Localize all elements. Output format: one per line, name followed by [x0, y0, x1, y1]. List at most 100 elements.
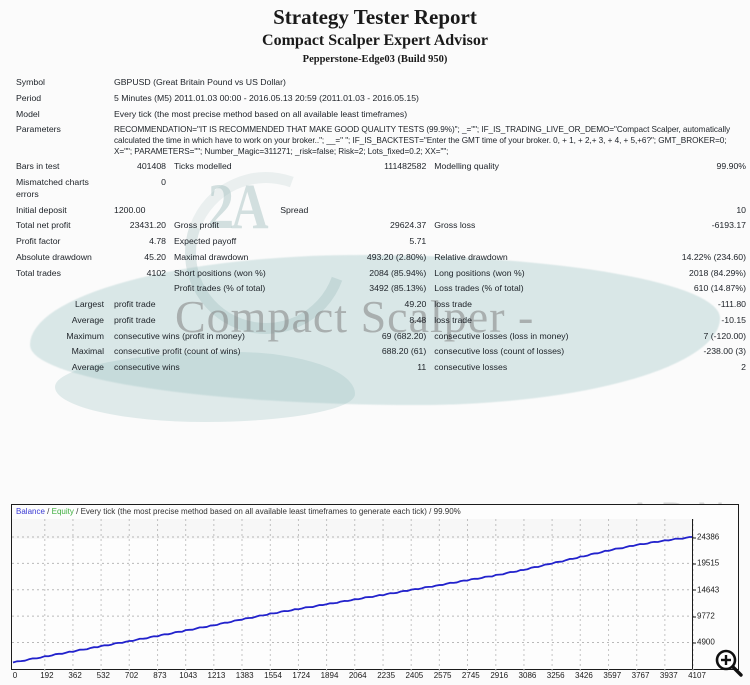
gross-loss-label: Gross loss [434, 220, 476, 231]
chart-x-tick: 1554 [264, 671, 282, 680]
chart-y-tick: 4900 [693, 637, 715, 647]
total-net-profit-value: 23431.20 [129, 220, 166, 231]
chart-x-tick: 1894 [320, 671, 339, 680]
report-table: Symbol GBPUSD (Great Britain Pound vs US… [0, 75, 750, 376]
expected-payoff-label: Expected payoff [174, 236, 237, 247]
table-row-absolute-drawdown: Absolute drawdown 45.20 Maximal drawdown… [0, 250, 750, 266]
chart-x-tick: 3086 [518, 671, 537, 680]
parameters-label: Parameters [16, 124, 61, 135]
balance-equity-chart[interactable]: Balance / Equity / Every tick (the most … [11, 504, 739, 671]
table-row-initial-deposit: Initial deposit 1200.00 Spread 10 [0, 203, 750, 219]
legend-separator-1: / [47, 507, 50, 516]
average-consecutive-label: Average [71, 361, 104, 372]
expected-payoff-value: 5.71 [409, 236, 427, 247]
chart-x-tick: 2405 [405, 671, 424, 680]
chart-x-tick: 2916 [490, 671, 509, 680]
maximal-drawdown-value: 493.20 (2.80%) [366, 251, 427, 262]
maximal-consecutive-profit-value: 688.20 (61) [381, 346, 427, 357]
chart-x-tick: 2745 [461, 671, 480, 680]
chart-x-tick: 873 [153, 671, 167, 680]
mismatched-charts-errors-label: Mismatched charts errors [16, 177, 89, 199]
avg-consecutive-losses-label: consecutive losses [434, 361, 508, 372]
chart-y-tick: 19515 [692, 558, 720, 568]
table-row-model: Model Every tick (the most precise metho… [0, 107, 750, 123]
average-loss-trade-value: -10.15 [721, 314, 746, 325]
long-positions-value: 2018 (84.29%) [689, 267, 746, 278]
chart-x-tick: 3597 [603, 671, 622, 680]
largest-profit-trade-value: 49.20 [404, 299, 427, 310]
page-subtitle: Compact Scalper Expert Advisor [262, 32, 488, 50]
legend-equity[interactable]: Equity [51, 507, 74, 516]
average-loss-trade-label: loss trade [434, 314, 472, 325]
gross-loss-value: -6193.17 [711, 220, 746, 231]
broker-build-info: Pepperstone-Edge03 (Build 950) [302, 54, 448, 66]
chart-x-tick: 3937 [659, 671, 678, 680]
chart-y-tick: 14643 [692, 585, 720, 595]
chart-x-tick: 362 [68, 671, 82, 680]
short-positions-label: Short positions (won %) [174, 267, 266, 278]
zoom-in-icon[interactable] [714, 648, 744, 683]
chart-y-tick: 24386 [692, 532, 720, 542]
max-consecutive-losses-value: 7 (-120.00) [703, 330, 747, 341]
report-table-wrapper: Symbol GBPUSD (Great Britain Pound vs US… [0, 75, 750, 376]
average-label: Average [71, 314, 104, 325]
average-profit-trade-label: profit trade [114, 314, 156, 325]
page-title: Strategy Tester Report [273, 5, 477, 29]
table-row-maximum: Maximum consecutive wins (profit in mone… [0, 329, 750, 345]
max-consecutive-wins-label: consecutive wins (profit in money) [114, 330, 245, 341]
table-row-largest: Largest profit trade 49.20 loss trade -1… [0, 297, 750, 313]
chart-x-tick: 4107 [688, 671, 706, 680]
average-profit-trade-value: 8.48 [409, 314, 427, 325]
chart-svg [12, 519, 694, 671]
largest-loss-trade-label: loss trade [434, 299, 472, 310]
bars-in-test-label: Bars in test [16, 161, 60, 172]
maximum-label: Maximum [66, 330, 104, 341]
spread-label: Spread [280, 204, 309, 215]
absolute-drawdown-label: Absolute drawdown [16, 251, 92, 262]
table-row-profit-trades: Profit trades (% of total) 3492 (85.13%)… [0, 281, 750, 297]
chart-plot-area [12, 519, 738, 671]
model-label: Model [16, 108, 40, 119]
spread-value: 10 [736, 204, 746, 215]
table-row-mismatched-errors: Mismatched charts errors 0 [0, 175, 750, 202]
loss-trades-label: Loss trades (% of total) [434, 283, 524, 294]
absolute-drawdown-value: 45.20 [144, 251, 166, 262]
chart-legend: Balance / Equity / Every tick (the most … [12, 505, 738, 516]
table-row-maximal: Maximal consecutive profit (count of win… [0, 344, 750, 360]
chart-x-tick: 0 [12, 671, 18, 680]
table-row-average-consecutive: Average consecutive wins 11 consecutive … [0, 360, 750, 376]
chart-y-tick: 9772 [693, 611, 715, 621]
chart-x-tick: 192 [40, 671, 54, 680]
largest-loss-trade-value: -111.80 [717, 299, 746, 310]
avg-consecutive-wins-label: consecutive wins [114, 361, 180, 372]
period-label: Period [16, 92, 42, 103]
chart-x-tick: 702 [124, 671, 139, 680]
profit-factor-value: 4.78 [149, 236, 166, 247]
table-row-parameters: Parameters RECOMMENDATION="IT IS RECOMME… [0, 122, 750, 159]
chart-x-tick: 1043 [179, 671, 198, 680]
largest-label: Largest [75, 299, 104, 310]
chart-x-tick: 532 [96, 671, 111, 680]
maximal-drawdown-label: Maximal drawdown [174, 251, 249, 262]
bars-in-test-value: 401408 [137, 161, 166, 172]
max-consecutive-wins-value: 69 (682.20) [381, 330, 427, 341]
legend-separator-2: / [76, 507, 79, 516]
model-value: Every tick (the most precise method base… [114, 108, 408, 119]
total-net-profit-label: Total net profit [16, 220, 71, 231]
legend-balance[interactable]: Balance [16, 507, 45, 516]
mismatched-charts-errors-value: 0 [161, 177, 166, 188]
ticks-modelled-label: Ticks modelled [174, 161, 232, 172]
total-trades-value: 4102 [146, 267, 166, 278]
gross-profit-value: 29624.37 [390, 220, 427, 231]
table-row-symbol: Symbol GBPUSD (Great Britain Pound vs US… [0, 75, 750, 91]
chart-x-tick: 1724 [292, 671, 311, 680]
table-row-bars-in-test: Bars in test 401408 Ticks modelled 11148… [0, 159, 750, 175]
relative-drawdown-value: 14.22% (234.60) [681, 251, 746, 262]
parameters-value: RECOMMENDATION="IT IS RECOMMENDED THAT M… [114, 125, 731, 157]
loss-trades-value: 610 (14.87%) [693, 283, 746, 294]
chart-x-tick: 1383 [235, 671, 254, 680]
profit-trades-label: Profit trades (% of total) [174, 283, 266, 294]
profit-trades-value: 3492 (85.13%) [369, 283, 427, 294]
chart-x-tick: 2235 [377, 671, 396, 680]
maximal-consecutive-loss-value: -238.00 (3) [703, 346, 747, 357]
